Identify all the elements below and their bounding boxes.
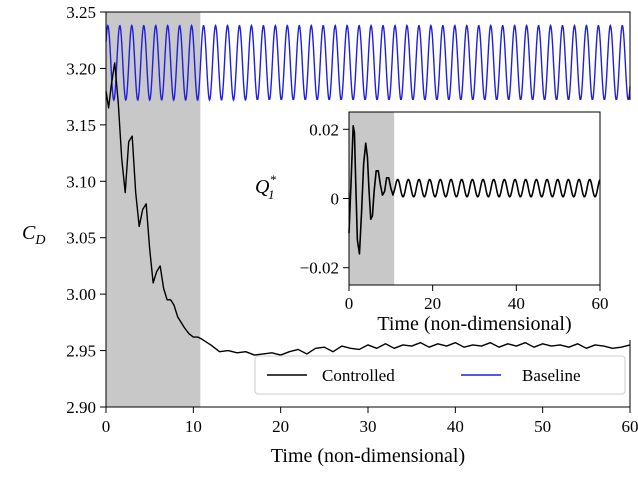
inset-y-tick-label: 0 — [331, 190, 340, 209]
inset-x-tick-label: 60 — [592, 294, 609, 313]
main-y-tick-label: 3.00 — [66, 285, 96, 304]
main-x-tick-label: 60 — [622, 417, 638, 436]
inset-y-axis-label-sup: * — [269, 172, 276, 187]
main-x-axis-label: Time (non-dimensional) — [271, 445, 465, 467]
main-x-tick-label: 50 — [534, 417, 551, 436]
main-y-tick-label: 3.25 — [66, 3, 96, 22]
main-y-tick-label: 3.20 — [66, 59, 96, 78]
inset-x-tick-label: 40 — [508, 294, 525, 313]
inset-y-tick-label: 0.02 — [309, 120, 339, 139]
inset-x-tick-label: 20 — [424, 294, 441, 313]
main-x-tick-label: 0 — [102, 417, 111, 436]
legend-label-controlled: Controlled — [322, 366, 395, 385]
legend-label-baseline: Baseline — [522, 366, 581, 385]
main-y-tick-label: 3.10 — [66, 172, 96, 191]
main-y-axis-label: CD — [22, 222, 45, 248]
main-y-tick-label: 3.15 — [66, 116, 96, 135]
inset-y-axis-label: Q*1 — [255, 172, 276, 202]
main-shaded-region — [106, 12, 200, 407]
main-x-tick-label: 40 — [447, 417, 464, 436]
main-y-tick-label: 3.05 — [66, 229, 96, 248]
inset-x-axis-label: Time (non-dimensional) — [377, 313, 571, 335]
main-y-tick-label: 2.90 — [66, 398, 96, 417]
inset-x-tick-label: 0 — [345, 294, 354, 313]
main-y-axis-label-sub: D — [34, 233, 45, 248]
main-y-ticks: 2.90 2.95 3.00 3.05 3.10 3.15 3.20 3.25 — [66, 3, 106, 417]
inset-y-axis-label-sub: 1 — [268, 187, 275, 202]
main-x-tick-label: 20 — [272, 417, 289, 436]
main-x-tick-label: 30 — [360, 417, 377, 436]
main-y-axis-label-main: C — [22, 222, 36, 244]
legend: Controlled Baseline — [255, 356, 625, 394]
main-x-ticks: 0 10 20 30 40 50 60 — [102, 407, 638, 436]
main-y-tick-label: 2.95 — [66, 342, 96, 361]
main-x-tick-label: 10 — [185, 417, 202, 436]
inset-y-tick-label: −0.02 — [300, 259, 339, 278]
inset-chart: 0 20 40 60 −0.02 0 0.02 Time (non-dimensional… — [250, 100, 632, 340]
